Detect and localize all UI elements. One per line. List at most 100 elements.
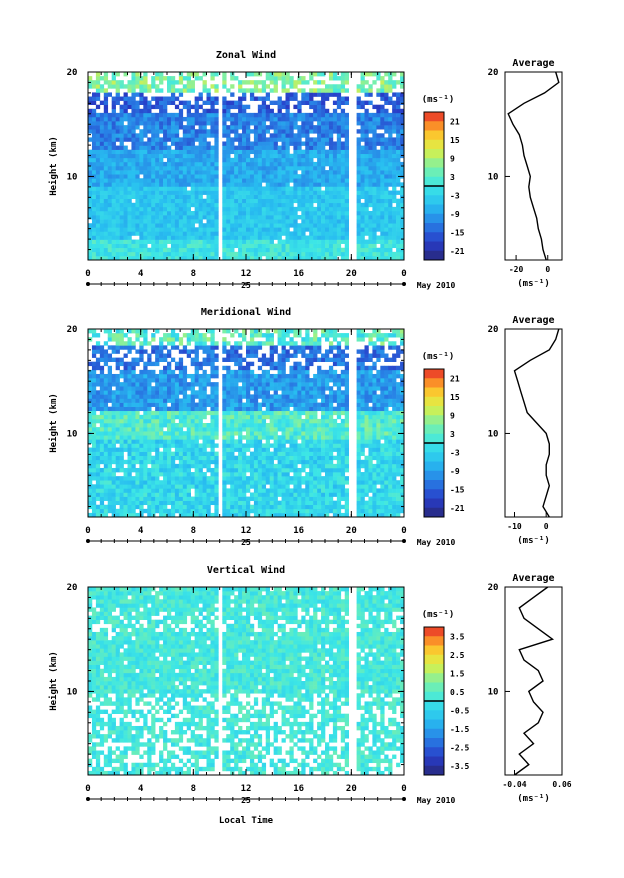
heatmap-cell [345, 80, 349, 84]
heatmap-cell [309, 219, 313, 223]
heatmap-cell [278, 240, 282, 244]
heatmap-cell [270, 109, 274, 113]
heatmap-cell [167, 468, 171, 472]
heatmap-cell [214, 211, 218, 215]
heatmap-cell [282, 191, 286, 195]
heatmap-cell [139, 137, 143, 141]
heatmap-cell [258, 109, 262, 113]
heatmap-cell [96, 211, 100, 215]
heatmap-cell [112, 460, 116, 464]
heatmap-cell [92, 133, 96, 137]
heatmap-cell [337, 174, 341, 178]
heatmap-cell [108, 509, 112, 513]
heatmap-cell [96, 484, 100, 488]
heatmap-cell [258, 166, 262, 170]
heatmap-cell [392, 154, 396, 158]
heatmap-cell [361, 117, 365, 121]
heatmap-cell [88, 150, 92, 154]
heatmap-cell [293, 472, 297, 476]
heatmap-cell [238, 97, 242, 101]
heatmap-cell [254, 199, 258, 203]
heatmap-cell [207, 509, 211, 513]
heatmap-cell [234, 427, 238, 431]
heatmap-cell [171, 476, 175, 480]
heatmap-cell [262, 501, 266, 505]
heatmap-cell [191, 456, 195, 460]
heatmap-cell [96, 121, 100, 125]
heatmap-cell [199, 223, 203, 227]
heatmap-cell [108, 464, 112, 468]
heatmap-cell [396, 154, 400, 158]
heatmap-cell [179, 158, 183, 162]
heatmap-cell [274, 88, 278, 92]
heatmap-cell [266, 431, 270, 435]
heatmap-cell [270, 435, 274, 439]
heatmap-cell [262, 146, 266, 150]
heatmap-cell [372, 170, 376, 174]
heatmap-cell [159, 141, 163, 145]
heatmap-cell [92, 497, 96, 501]
heatmap-cell [278, 248, 282, 252]
heatmap-cell [301, 431, 305, 435]
heatmap-cell [384, 125, 388, 129]
heatmap-cell [131, 223, 135, 227]
heatmap-cell [100, 113, 104, 117]
heatmap-cell [254, 248, 258, 252]
heatmap-cell [100, 252, 104, 256]
heatmap-cell [262, 80, 266, 84]
heatmap-cell [262, 484, 266, 488]
heatmap-cell [226, 231, 230, 235]
heatmap-cell [246, 199, 250, 203]
heatmap-cell [100, 476, 104, 480]
heatmap-cell [214, 121, 218, 125]
heatmap-cell [372, 162, 376, 166]
heatmap-cell [131, 435, 135, 439]
heatmap-cell [262, 488, 266, 492]
heatmap-cell [199, 166, 203, 170]
colorbar-band [424, 158, 444, 168]
heatmap-cell [179, 203, 183, 207]
heatmap-cell [384, 109, 388, 113]
heatmap-cell [384, 235, 388, 239]
heatmap-cell [195, 219, 199, 223]
heatmap-cell [282, 427, 286, 431]
heatmap-cell [179, 80, 183, 84]
heatmap-cell [128, 178, 132, 182]
heatmap-cell [286, 186, 290, 190]
heatmap-cell [88, 199, 92, 203]
heatmap-cell [131, 72, 135, 76]
heatmap-cell [234, 129, 238, 133]
heatmap-cell [210, 215, 214, 219]
heatmap-cell [242, 464, 246, 468]
heatmap-cell [380, 497, 384, 501]
heatmap-cell [325, 252, 329, 256]
heatmap-cell [242, 182, 246, 186]
heatmap-cell [309, 125, 313, 129]
heatmap-cell [116, 448, 120, 452]
heatmap-cell [238, 501, 242, 505]
heatmap-cell [163, 505, 167, 509]
heatmap-cell [372, 435, 376, 439]
heatmap-cell [278, 456, 282, 460]
heatmap-cell [278, 72, 282, 76]
heatmap-cell [187, 182, 191, 186]
heatmap-cell [293, 497, 297, 501]
heatmap-cell [246, 158, 250, 162]
heatmap-cell [368, 456, 372, 460]
colorbar-tick-label: 21 [450, 117, 460, 126]
heatmap-cell [289, 133, 293, 137]
heatmap-cell [286, 76, 290, 80]
heatmap-cell [100, 154, 104, 158]
heatmap-cell [234, 439, 238, 443]
heatmap-cell [333, 492, 337, 496]
heatmap-cell [238, 121, 242, 125]
heatmap-cell [112, 154, 116, 158]
heatmap-cell [163, 154, 167, 158]
heatmap-cell [120, 439, 124, 443]
heatmap-cell [345, 431, 349, 435]
heatmap-cell [317, 492, 321, 496]
heatmap-cell [289, 80, 293, 84]
heatmap-cell [341, 97, 345, 101]
heatmap-cell [262, 472, 266, 476]
heatmap-cell [179, 443, 183, 447]
